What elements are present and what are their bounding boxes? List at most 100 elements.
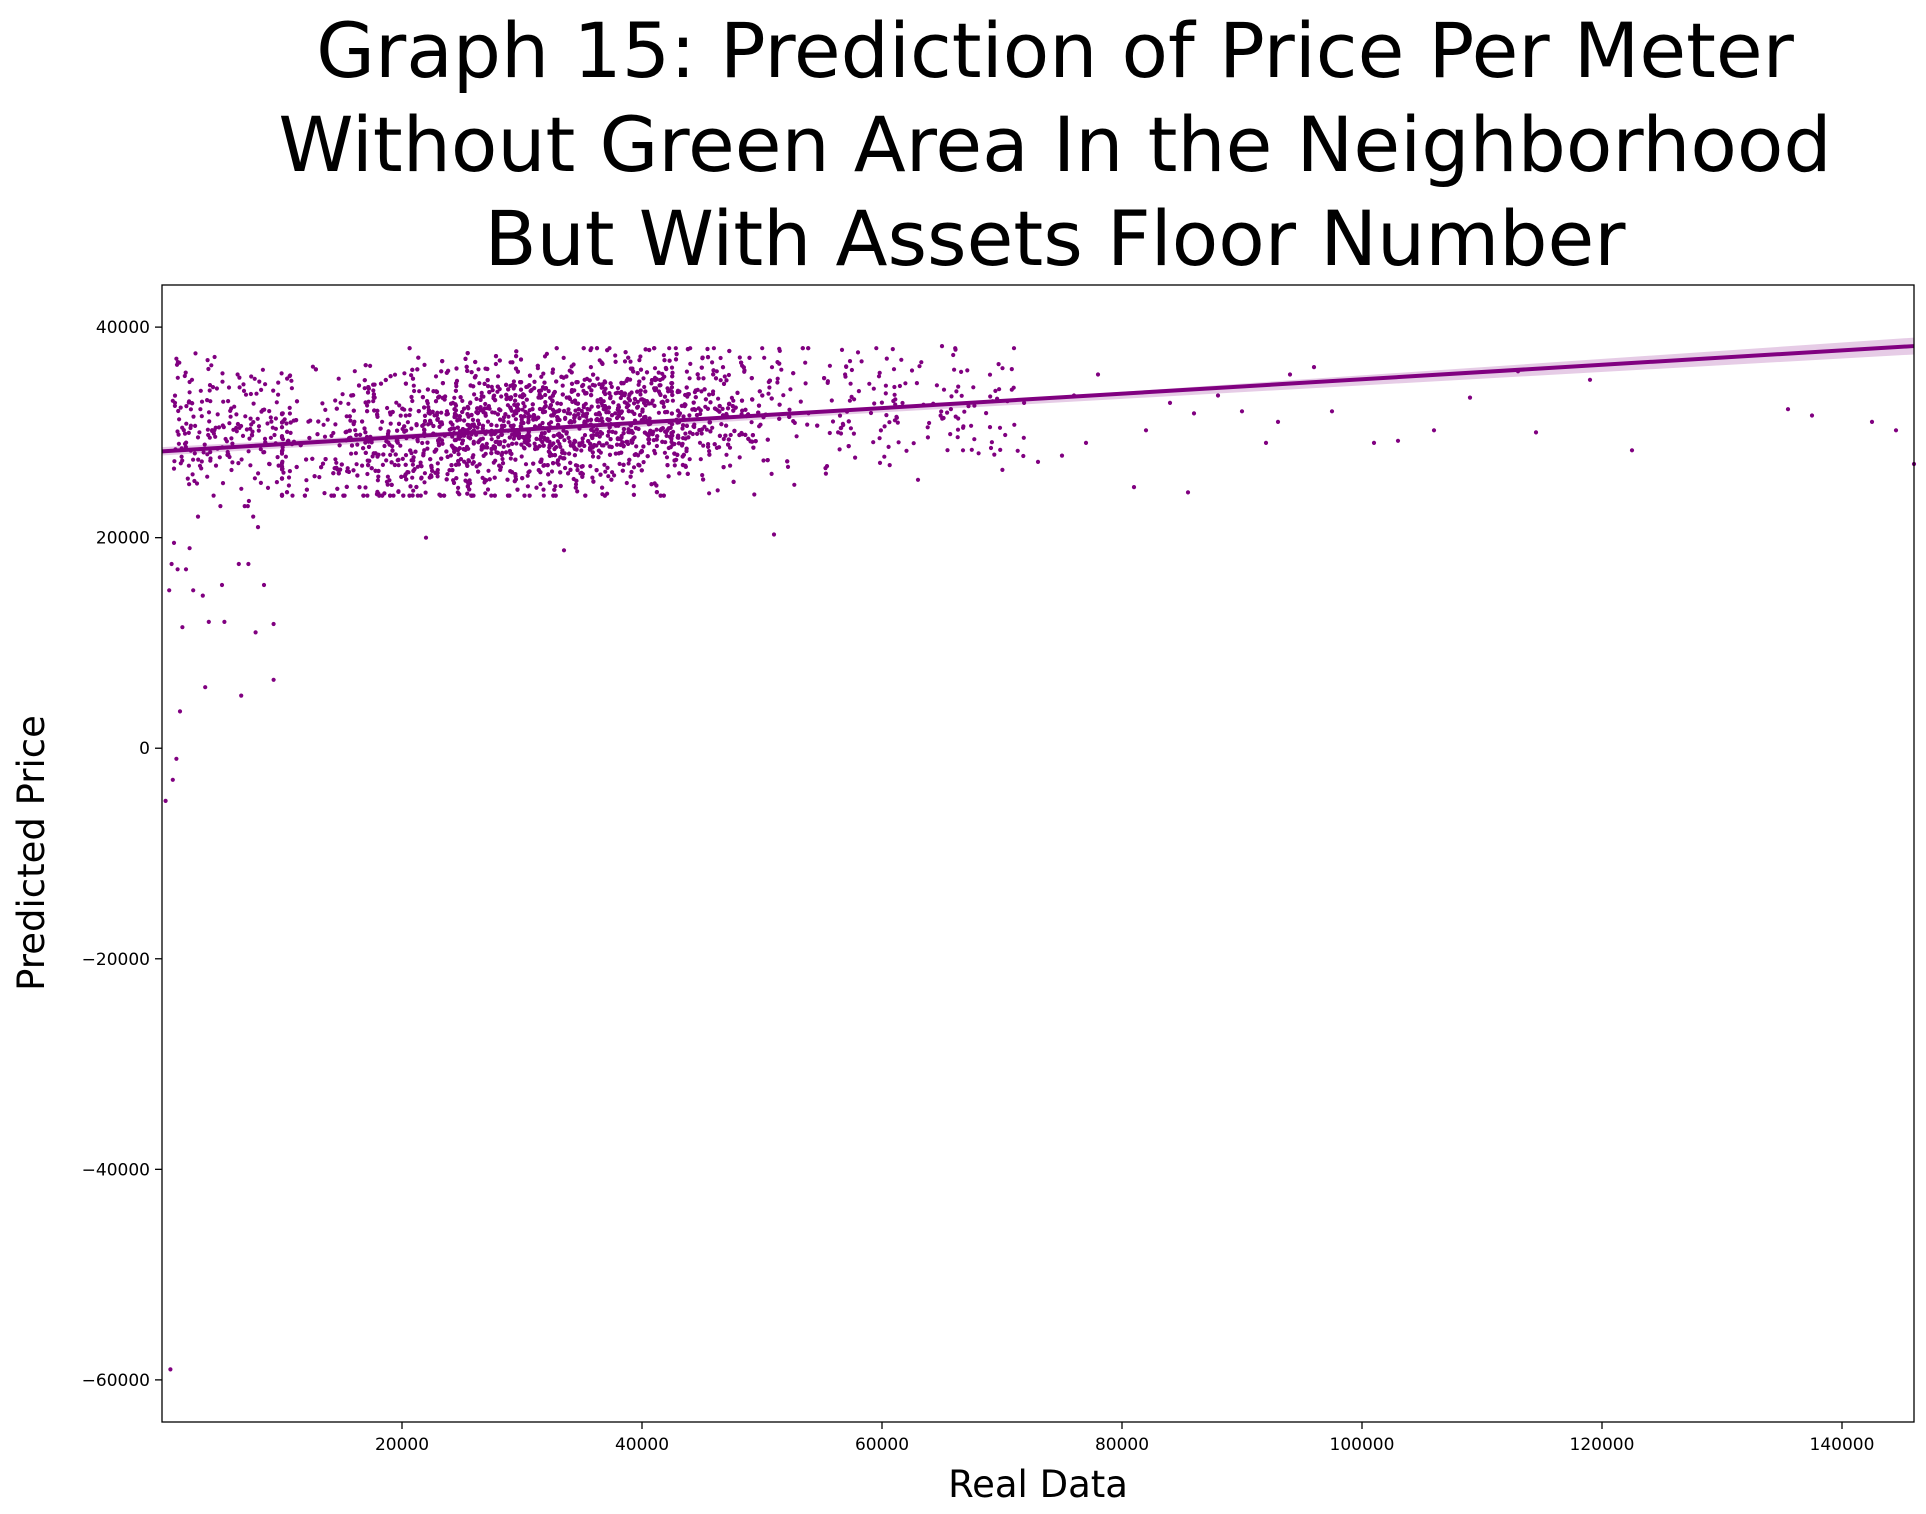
data-point xyxy=(356,383,362,388)
data-point xyxy=(172,459,177,464)
data-point xyxy=(210,385,216,390)
data-point xyxy=(558,470,563,475)
data-point xyxy=(669,365,675,370)
data-point xyxy=(666,474,671,479)
data-point xyxy=(540,420,545,426)
data-point xyxy=(388,421,393,426)
data-point xyxy=(466,435,471,440)
data-point xyxy=(600,419,605,424)
data-point xyxy=(643,414,648,420)
data-point xyxy=(830,419,836,424)
data-point xyxy=(216,425,222,430)
data-point xyxy=(544,351,550,356)
data-point xyxy=(493,398,498,403)
data-point xyxy=(853,455,858,460)
data-point xyxy=(492,475,497,480)
data-point xyxy=(248,426,253,431)
data-point xyxy=(882,454,887,459)
data-point xyxy=(525,484,531,489)
data-point xyxy=(418,493,423,498)
data-point xyxy=(289,378,294,383)
data-point xyxy=(874,346,879,351)
data-point xyxy=(180,425,185,430)
data-point xyxy=(717,403,722,409)
data-point xyxy=(769,365,775,370)
data-point xyxy=(199,399,205,404)
data-point xyxy=(465,368,470,373)
data-point xyxy=(354,432,359,438)
data-point xyxy=(589,388,594,393)
data-point xyxy=(608,396,613,401)
data-point xyxy=(428,457,433,462)
data-point xyxy=(425,387,430,392)
data-point xyxy=(415,367,420,372)
data-point xyxy=(458,395,463,400)
data-point xyxy=(673,346,678,351)
data-point xyxy=(848,381,853,386)
data-point xyxy=(934,383,940,388)
data-point xyxy=(280,445,285,450)
data-point xyxy=(939,409,944,414)
data-point xyxy=(402,429,407,434)
data-point xyxy=(457,417,463,422)
data-point xyxy=(506,414,511,419)
data-point xyxy=(462,418,467,423)
data-point xyxy=(420,423,425,428)
data-point xyxy=(541,493,546,498)
data-point xyxy=(363,363,368,368)
data-point xyxy=(587,407,592,412)
data-point xyxy=(557,441,562,447)
data-point xyxy=(476,469,481,474)
data-point xyxy=(699,365,704,370)
data-point xyxy=(506,387,511,392)
data-point xyxy=(256,428,261,433)
data-point xyxy=(925,425,930,430)
data-point xyxy=(590,475,595,480)
data-point xyxy=(416,355,421,360)
data-point xyxy=(687,376,692,381)
data-point xyxy=(316,419,321,424)
data-point xyxy=(560,383,565,388)
data-point xyxy=(660,439,665,444)
data-point xyxy=(637,358,642,363)
data-point xyxy=(701,443,706,448)
data-point xyxy=(849,367,855,373)
data-point xyxy=(645,454,650,459)
data-point xyxy=(250,429,255,434)
data-point xyxy=(409,426,414,431)
data-point xyxy=(480,426,485,431)
data-point xyxy=(286,483,291,488)
data-point xyxy=(229,436,234,441)
data-point xyxy=(461,447,466,452)
data-point xyxy=(655,434,660,439)
data-point xyxy=(624,405,630,410)
data-point xyxy=(288,430,293,435)
data-point xyxy=(1785,407,1791,412)
data-point xyxy=(436,443,442,448)
data-point xyxy=(398,443,403,448)
data-point xyxy=(602,493,608,498)
data-point xyxy=(235,372,240,377)
data-point xyxy=(625,376,630,382)
data-point xyxy=(955,427,961,432)
data-point xyxy=(867,381,872,386)
data-point xyxy=(304,487,309,492)
data-point xyxy=(283,454,288,459)
data-point xyxy=(402,424,407,429)
data-point xyxy=(996,362,1001,367)
data-point xyxy=(248,391,253,397)
data-point xyxy=(953,414,958,419)
data-point xyxy=(805,422,810,427)
data-point xyxy=(378,381,384,386)
data-point xyxy=(654,427,659,432)
data-point xyxy=(485,487,491,492)
data-point xyxy=(583,401,588,406)
data-point xyxy=(581,346,586,351)
data-point xyxy=(182,441,188,446)
data-point xyxy=(757,389,762,394)
data-point xyxy=(523,409,528,415)
data-point xyxy=(650,398,655,403)
data-point xyxy=(972,403,977,408)
data-point xyxy=(615,415,620,421)
data-point xyxy=(1275,419,1281,424)
